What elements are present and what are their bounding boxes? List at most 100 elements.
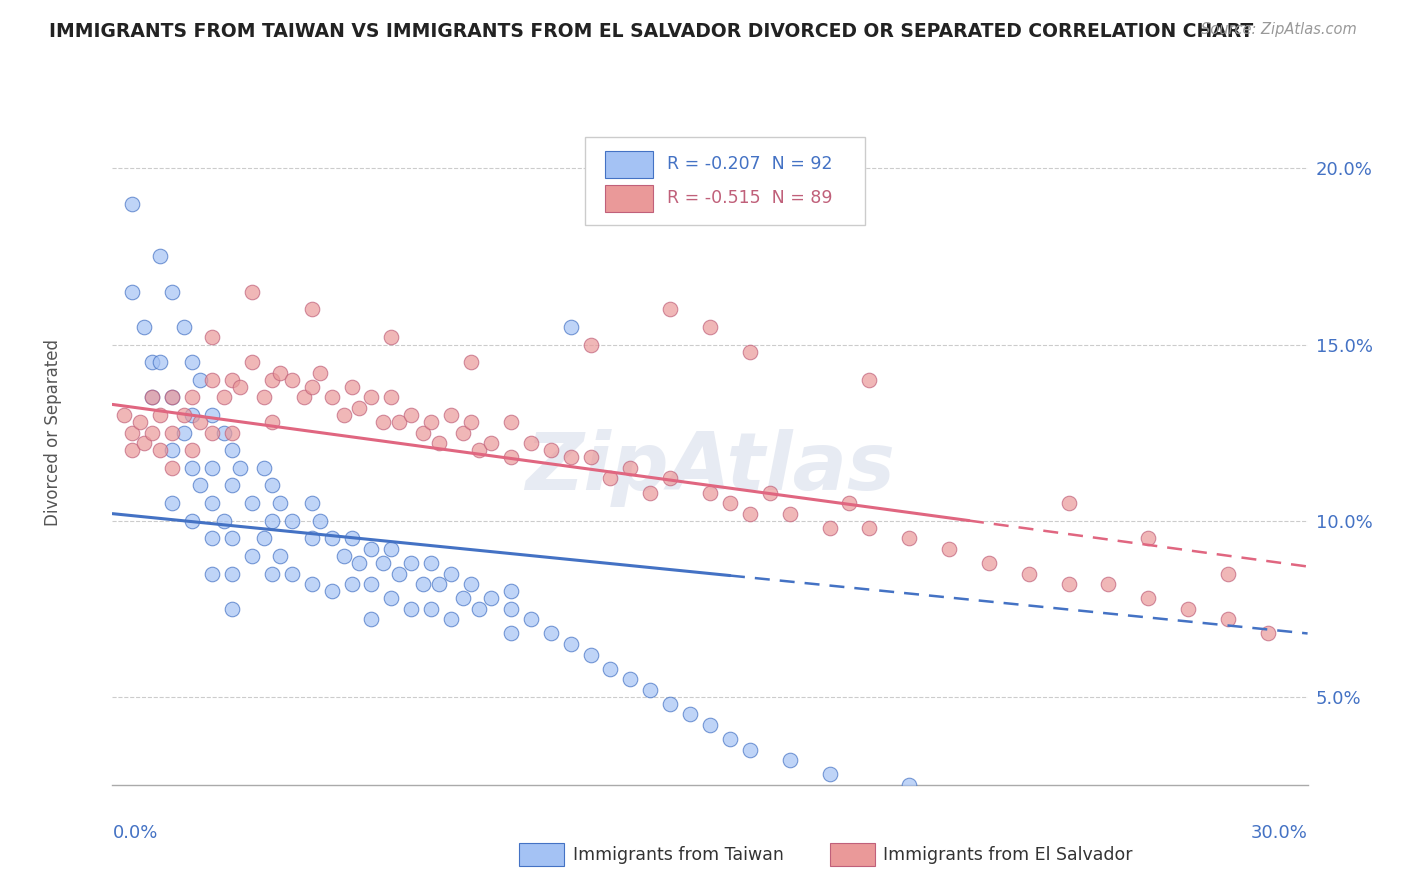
Point	[1216, 612, 1239, 626]
Point	[269, 496, 291, 510]
Point	[977, 789, 1000, 803]
Point	[412, 425, 434, 440]
Point	[340, 380, 363, 394]
Point	[460, 577, 482, 591]
Point	[659, 697, 682, 711]
Text: ZipAtlas: ZipAtlas	[524, 429, 896, 507]
Text: 30.0%: 30.0%	[1251, 823, 1308, 842]
Point	[229, 380, 252, 394]
Point	[659, 302, 682, 317]
Point	[134, 319, 156, 334]
Point	[380, 541, 402, 556]
Point	[640, 682, 662, 697]
Point	[240, 549, 263, 563]
Text: R = -0.207  N = 92: R = -0.207 N = 92	[666, 155, 832, 173]
Point	[201, 408, 224, 422]
Point	[818, 767, 841, 781]
Point	[759, 485, 782, 500]
Point	[260, 415, 283, 429]
Point	[898, 531, 921, 545]
Point	[640, 485, 662, 500]
Point	[1097, 577, 1119, 591]
Point	[380, 390, 402, 404]
Point	[221, 601, 243, 615]
Point	[718, 496, 741, 510]
Point	[938, 541, 960, 556]
Point	[201, 330, 224, 344]
Point	[260, 478, 283, 492]
Point	[349, 556, 371, 570]
Point	[181, 460, 204, 475]
Text: Immigrants from El Salvador: Immigrants from El Salvador	[883, 846, 1133, 863]
Point	[321, 390, 343, 404]
Point	[460, 355, 482, 369]
Point	[173, 408, 195, 422]
Point	[427, 577, 450, 591]
Point	[240, 496, 263, 510]
Point	[149, 408, 172, 422]
Point	[149, 355, 172, 369]
Point	[420, 556, 443, 570]
Point	[479, 436, 502, 450]
Point	[292, 390, 315, 404]
Point	[373, 415, 395, 429]
Point	[599, 662, 621, 676]
Point	[173, 319, 195, 334]
Bar	[605, 185, 652, 211]
Point	[388, 415, 411, 429]
Point	[201, 531, 224, 545]
Point	[253, 531, 276, 545]
Point	[162, 496, 183, 510]
Point	[201, 425, 224, 440]
Point	[188, 373, 211, 387]
Point	[181, 355, 204, 369]
Point	[212, 514, 235, 528]
Point	[269, 366, 291, 380]
Point	[201, 496, 224, 510]
Point	[460, 415, 482, 429]
Point	[818, 521, 841, 535]
Point	[440, 612, 463, 626]
Point	[149, 250, 172, 264]
Point	[162, 390, 183, 404]
Point	[1018, 566, 1040, 581]
Point	[201, 460, 224, 475]
Point	[451, 425, 474, 440]
Bar	[519, 844, 564, 866]
Point	[440, 408, 463, 422]
Point	[340, 531, 363, 545]
Point	[212, 425, 235, 440]
Point	[412, 577, 434, 591]
Point	[373, 556, 395, 570]
Point	[162, 443, 183, 458]
Point	[340, 577, 363, 591]
Point	[162, 425, 183, 440]
Point	[240, 285, 263, 299]
Point	[579, 337, 602, 351]
Point	[181, 390, 204, 404]
Point	[121, 196, 143, 211]
Point	[540, 443, 562, 458]
Point	[699, 319, 721, 334]
Point	[380, 330, 402, 344]
Point	[479, 591, 502, 606]
Point	[360, 577, 382, 591]
Point	[468, 601, 491, 615]
Point	[121, 443, 143, 458]
Point	[221, 373, 243, 387]
Point	[162, 285, 183, 299]
Point	[560, 319, 582, 334]
Text: Immigrants from Taiwan: Immigrants from Taiwan	[572, 846, 783, 863]
Point	[301, 496, 323, 510]
Text: IMMIGRANTS FROM TAIWAN VS IMMIGRANTS FROM EL SALVADOR DIVORCED OR SEPARATED CORR: IMMIGRANTS FROM TAIWAN VS IMMIGRANTS FRO…	[49, 22, 1254, 41]
Point	[188, 415, 211, 429]
Point	[253, 460, 276, 475]
Point	[838, 496, 860, 510]
Point	[420, 415, 443, 429]
Bar	[830, 844, 875, 866]
Point	[149, 443, 172, 458]
Point	[308, 514, 330, 528]
Point	[281, 566, 304, 581]
Point	[420, 601, 443, 615]
Point	[360, 612, 382, 626]
